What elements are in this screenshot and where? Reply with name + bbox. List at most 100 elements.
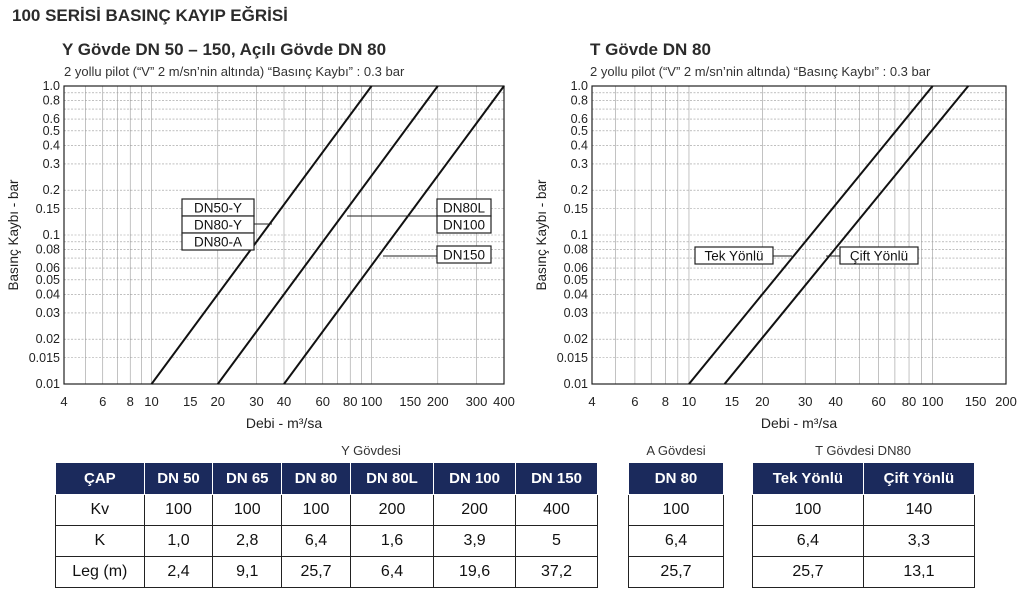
table-row: 25,7 13,1	[752, 556, 976, 588]
table-row: K 1,0 2,8 6,4 1,6 3,9 5	[55, 525, 598, 557]
table-row: 6,4	[628, 525, 724, 557]
column-header: DN 50	[143, 462, 214, 495]
table-row: Kv 100 100 100 200 200 400	[55, 494, 598, 526]
series-label: DN50-Y	[194, 201, 242, 216]
y-tick-label: 0.1	[571, 228, 588, 242]
x-tick-label: 10	[144, 394, 158, 409]
y-tick-label: 0.6	[43, 112, 60, 126]
y-axis-label: Basınç Kaybı - bar	[6, 179, 21, 291]
t-body-group-label: T Gövdesi DN80	[815, 443, 911, 458]
table-cell: 100	[628, 494, 724, 526]
table-cell: 3,9	[433, 525, 517, 557]
x-tick-label: 80	[343, 394, 357, 409]
y-body-spec-table: ÇAP DN 50 DN 65 DN 80 DN 80L DN 100 DN 150 Kv 10…	[55, 462, 598, 588]
x-tick-label: 300	[466, 394, 488, 409]
y-tick-label: 0.15	[564, 202, 588, 216]
column-header: DN 80	[281, 462, 351, 495]
y-tick-label: 0.8	[43, 93, 60, 107]
x-tick-label: 400	[493, 394, 515, 409]
y-tick-label: 0.08	[36, 242, 60, 256]
series-label-box	[839, 246, 919, 265]
series-label: Çift Yönlü	[850, 249, 908, 264]
y-tick-label: 0.1	[43, 228, 60, 242]
pressure-loss-chart-t-body: 4 6 8 10 15 20 30 40 60 80 100 150 200 0.01 0.015 0.02 0…	[534, 79, 1017, 431]
x-tick-label: 200	[427, 394, 449, 409]
pressure-loss-chart-y-body: 4 6 8 10 15 20 30 40 60 80 100 150 200 300 400 0.01 0.01…	[6, 79, 515, 431]
table-cell: 100	[143, 494, 214, 526]
table-cell: Leg (m)	[55, 556, 145, 588]
table-cell: 6,4	[628, 525, 724, 557]
table-cell: 6,4	[281, 525, 351, 557]
y-tick-label: 0.3	[43, 157, 60, 171]
x-tick-label: 40	[277, 394, 291, 409]
table-cell: 2,8	[212, 525, 283, 557]
table-cell: 100	[752, 494, 864, 526]
x-tick-label: 20	[211, 394, 225, 409]
x-axis-label: Debi - m³/sa	[761, 415, 837, 431]
table-row: 100 140	[752, 494, 976, 526]
y-tick-label: 0.4	[571, 138, 588, 152]
series-label: DN80-Y	[194, 218, 242, 233]
y-tick-label: 0.05	[36, 273, 60, 287]
x-tick-label: 30	[249, 394, 263, 409]
table-cell: 200	[433, 494, 517, 526]
y-tick-label: 0.06	[36, 261, 60, 275]
series-line	[723, 85, 970, 385]
y-tick-label: 0.5	[571, 124, 588, 138]
left-chart-subtitle: 2 yollu pilot (“V” 2 m/sn’nin altında) “…	[64, 64, 405, 79]
y-tick-label: 0.6	[571, 112, 588, 126]
table-cell: 6,4	[752, 525, 864, 557]
series-label-box	[436, 245, 492, 264]
x-tick-label: 40	[828, 394, 842, 409]
y-tick-label: 0.01	[36, 377, 60, 391]
y-tick-label: 0.02	[564, 332, 588, 346]
x-tick-label: 20	[755, 394, 769, 409]
y-tick-label: 0.06	[564, 261, 588, 275]
series-label: DN150	[443, 248, 485, 263]
y-tick-label: 0.015	[29, 351, 60, 365]
table-cell: 13,1	[862, 556, 976, 588]
y-tick-label: 0.3	[571, 157, 588, 171]
y-tick-label: 0.04	[36, 287, 60, 301]
table-cell: 5	[515, 525, 598, 557]
x-tick-label: 150	[399, 394, 421, 409]
table-cell: 3,3	[862, 525, 976, 557]
series-line	[216, 85, 439, 385]
y-tick-label: 0.01	[564, 377, 588, 391]
x-tick-label: 100	[361, 394, 383, 409]
page-title: 100 SERİSİ BASINÇ KAYIP EĞRİSİ	[12, 6, 288, 25]
y-tick-label: 0.015	[557, 351, 588, 365]
a-body-group-label: A Gövdesi	[646, 443, 706, 458]
y-tick-label: 0.2	[571, 183, 588, 197]
series-label: Tek Yönlü	[704, 249, 763, 264]
x-tick-label: 30	[798, 394, 812, 409]
table-cell: 100	[212, 494, 283, 526]
y-body-header-row: ÇAP DN 50 DN 65 DN 80 DN 80L DN 100 DN 150	[55, 462, 598, 495]
t-body-spec-table: Tek Yönlü Çift Yönlü 100 140 6,4 3,3 25,7 13,1	[752, 462, 976, 588]
y-tick-label: 0.04	[564, 287, 588, 301]
column-header: ÇAP	[55, 462, 145, 495]
y-tick-label: 0.5	[43, 124, 60, 138]
series-label-box	[181, 232, 255, 251]
a-body-spec-table: DN 80 100 6,4 25,7	[628, 462, 724, 588]
series-label: DN80L	[443, 201, 486, 216]
x-tick-label: 15	[183, 394, 197, 409]
table-cell: 100	[281, 494, 351, 526]
y-tick-label: 0.8	[571, 93, 588, 107]
y-tick-label: 0.03	[564, 306, 588, 320]
x-tick-label: 4	[588, 394, 595, 409]
x-tick-label: 10	[682, 394, 696, 409]
y-tick-label: 0.15	[36, 202, 60, 216]
table-cell: 37,2	[515, 556, 598, 588]
column-header: DN 100	[433, 462, 517, 495]
series-line	[150, 85, 373, 385]
column-header: DN 80	[628, 462, 724, 495]
table-cell: 25,7	[281, 556, 351, 588]
x-tick-label: 8	[127, 394, 134, 409]
table-cell: 140	[862, 494, 976, 526]
table-cell: 6,4	[349, 556, 435, 588]
x-tick-label: 60	[871, 394, 885, 409]
column-header: Tek Yönlü	[752, 462, 864, 495]
y-tick-label: 0.03	[36, 306, 60, 320]
series-line	[283, 85, 505, 385]
